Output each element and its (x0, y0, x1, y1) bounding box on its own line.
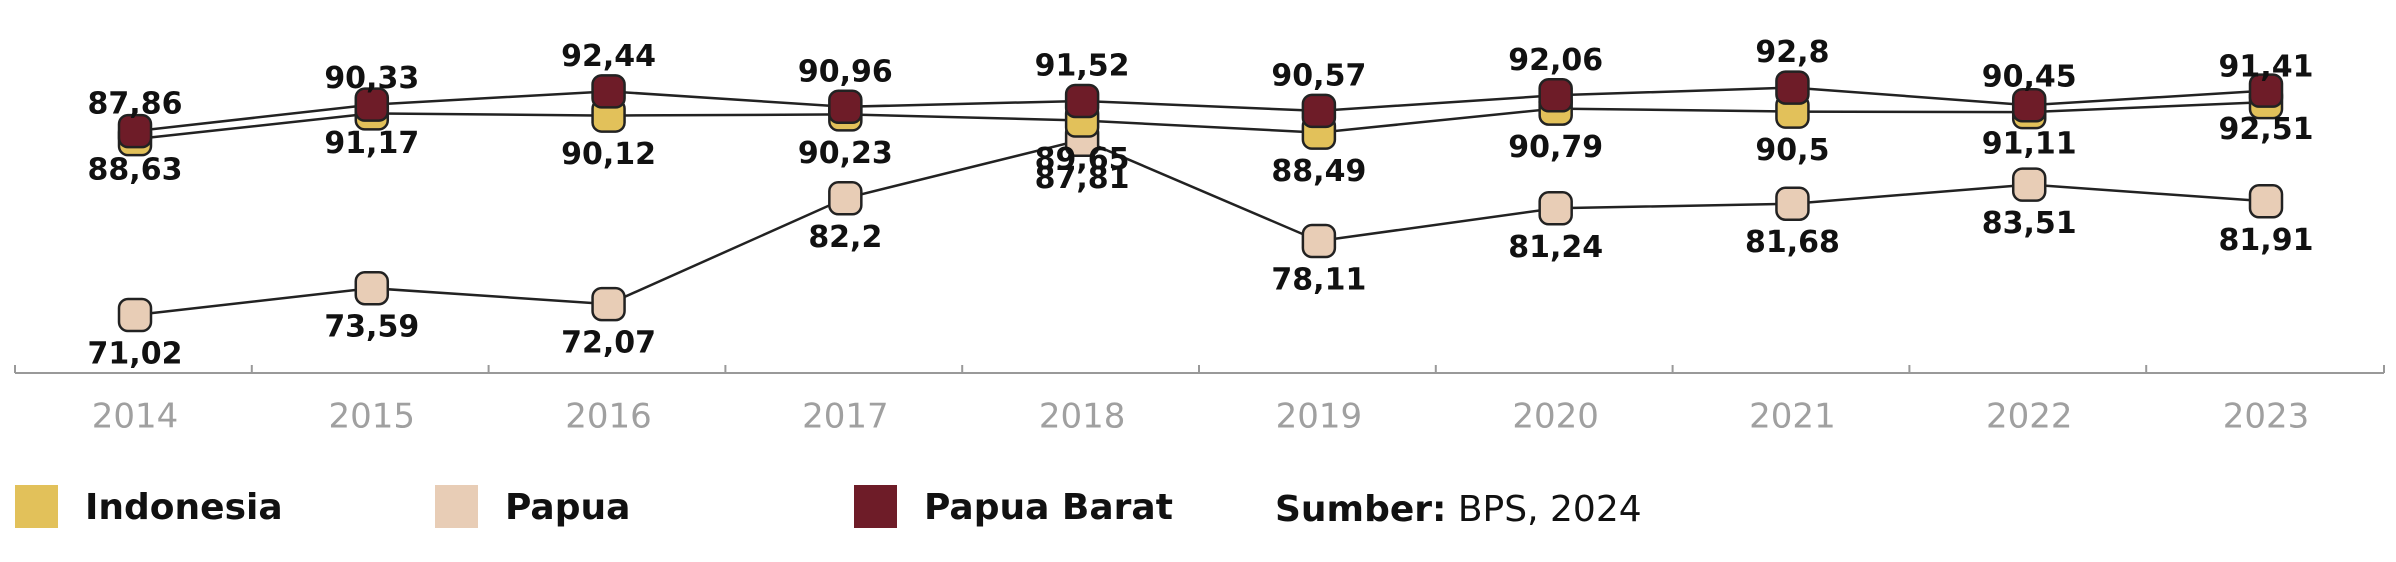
marker (117, 113, 153, 149)
marker (1064, 83, 1100, 119)
marker (2011, 167, 2047, 202)
x-tick-label: 2016 (565, 397, 652, 437)
x-tick-label: 2019 (1276, 397, 1363, 437)
legend-swatch (854, 485, 897, 528)
value-label: 88,49 (1271, 154, 1366, 189)
value-label: 71,02 (88, 337, 183, 372)
marker (591, 74, 626, 109)
value-label: 90,45 (1982, 60, 2077, 95)
value-label: 90,23 (798, 136, 893, 171)
marker (1301, 223, 1337, 259)
source-text: BPS, 2024 (1458, 489, 1642, 530)
value-label: 88,63 (88, 153, 183, 188)
marker (2011, 87, 2047, 123)
marker (354, 270, 390, 306)
marker (591, 286, 626, 322)
marker (1775, 186, 1810, 221)
value-label: 73,59 (324, 310, 419, 345)
value-label: 87,81 (1035, 161, 1130, 196)
series-line (134, 138, 2267, 317)
legend-swatch (15, 485, 58, 528)
x-tick-label: 2015 (329, 397, 416, 437)
legend-label: Indonesia (85, 487, 283, 528)
x-tick-label: 2021 (1749, 397, 1836, 437)
x-tick-label: 2023 (2223, 397, 2310, 437)
value-label: 92,8 (1755, 35, 1829, 70)
value-label: 91,17 (324, 126, 419, 161)
x-tick-label: 2017 (802, 397, 889, 437)
value-label: 90,5 (1755, 133, 1829, 168)
value-label: 91,11 (1982, 127, 2077, 162)
marker (2248, 73, 2284, 108)
marker (1301, 93, 1337, 129)
value-label: 92,06 (1508, 43, 1603, 78)
series-line (134, 86, 2267, 133)
x-tick-label: 2014 (92, 397, 179, 437)
value-label: 87,86 (88, 87, 183, 122)
x-tick-label: 2018 (1039, 397, 1126, 437)
value-label: 78,11 (1271, 262, 1366, 297)
value-label: 81,24 (1508, 230, 1603, 265)
source: Sumber: BPS, 2024 (1275, 489, 1642, 530)
value-label: 90,57 (1271, 58, 1366, 93)
value-label: 81,68 (1745, 225, 1840, 260)
marker (1775, 70, 1810, 105)
source-label: Sumber: (1275, 489, 1446, 530)
marker (828, 89, 863, 125)
x-tick-label: 2022 (1986, 397, 2073, 437)
marker (354, 87, 390, 122)
legend-label: Papua (505, 487, 630, 528)
value-label: 92,51 (2219, 112, 2314, 147)
legend-label: Papua Barat (924, 487, 1173, 528)
value-label: 72,07 (561, 326, 656, 361)
marker (2248, 184, 2284, 219)
marker (1538, 191, 1573, 226)
value-label: 91,41 (2219, 50, 2314, 85)
marker (117, 297, 153, 333)
value-label: 92,44 (561, 39, 656, 74)
value-label: 83,51 (1982, 206, 2077, 241)
marker (828, 181, 863, 216)
value-label: 90,79 (1508, 130, 1603, 165)
x-tick-label: 2020 (1512, 397, 1599, 437)
value-label: 91,52 (1035, 48, 1130, 83)
value-label: 81,91 (2219, 223, 2314, 258)
value-label: 90,12 (561, 137, 656, 172)
legend-swatch (435, 485, 478, 528)
value-label: 90,33 (324, 61, 419, 96)
marker (1538, 78, 1573, 113)
value-label: 90,96 (798, 54, 893, 89)
series-line (134, 100, 2267, 141)
value-label: 82,2 (808, 220, 882, 255)
value-label: 89,65 (1035, 142, 1130, 177)
